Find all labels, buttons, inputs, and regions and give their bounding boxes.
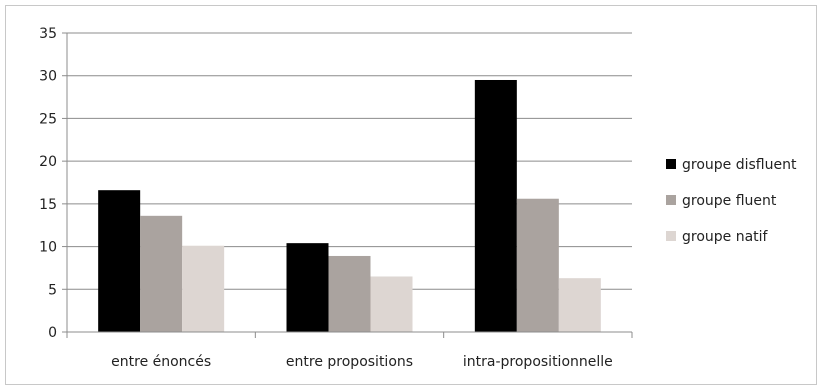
y-tick-label: 30: [39, 69, 57, 85]
bar: [182, 245, 225, 332]
bar: [474, 79, 517, 332]
bar: [286, 243, 329, 332]
bar: [558, 278, 601, 332]
y-tick-label: 5: [48, 282, 57, 298]
x-axis: entre énoncés entre propositions intra-pro…: [66, 331, 633, 370]
y-tick-label: 0: [48, 325, 57, 341]
x-tick-label: entre propositions: [286, 354, 413, 370]
y-tick-label: 15: [39, 197, 57, 213]
legend-label: groupe fluent: [682, 193, 777, 209]
chart-frame: 0 5 10 15 20 25 30 35 entre énoncés entre propos…: [5, 5, 817, 385]
legend-swatch: [666, 159, 676, 169]
y-axis: 0 5 10 15 20 25 30 35: [39, 26, 68, 341]
legend-swatch: [666, 195, 676, 205]
bar: [328, 255, 371, 332]
legend-label: groupe natif: [682, 229, 769, 245]
y-tick-label: 10: [39, 240, 57, 256]
bars: [98, 79, 601, 332]
bar: [516, 198, 559, 332]
bar-chart: 0 5 10 15 20 25 30 35 entre énoncés entre propos…: [39, 26, 797, 370]
y-tick-label: 25: [39, 111, 57, 127]
x-tick-label: entre énoncés: [111, 354, 211, 370]
legend-label: groupe disfluent: [682, 157, 797, 173]
bar: [370, 276, 413, 332]
bar: [98, 190, 141, 332]
legend: groupe disfluent groupe fluent groupe nati…: [666, 157, 797, 245]
bar: [140, 215, 183, 332]
y-tick-label: 20: [39, 154, 57, 170]
x-tick-label: intra-propositionnelle: [463, 354, 613, 370]
legend-swatch: [666, 231, 676, 241]
y-tick-label: 35: [39, 26, 57, 42]
